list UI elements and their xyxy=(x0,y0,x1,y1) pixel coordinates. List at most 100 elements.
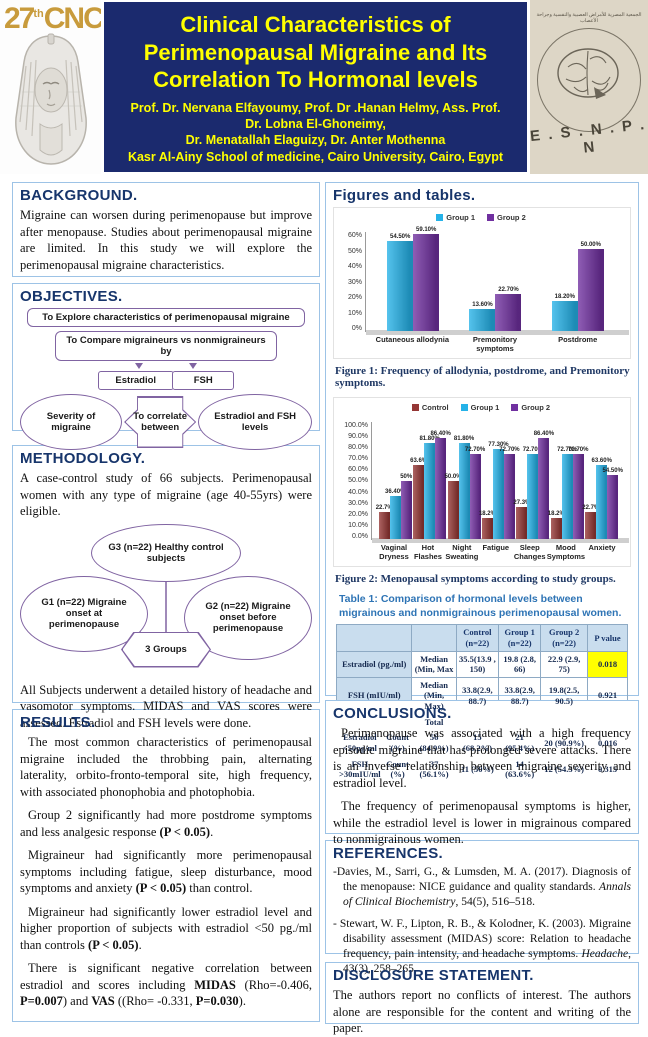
table-cell: 35.5(13.9 , 150) xyxy=(455,650,500,678)
conference-logo: 27thCNC xyxy=(0,0,101,174)
y-tick-label: 20.0% xyxy=(348,510,368,518)
bar-group-2: 72.70% xyxy=(499,447,520,539)
chart-body: 60% 50% 40% 30% 20% 10% 0% 54.50% 59.10% 13.60% 22… xyxy=(337,227,629,335)
poster-title-line1: Clinical Characteristics of xyxy=(180,12,451,38)
authors-block: Prof. Dr. Nervana Elfayoumy, Prof. Dr .H… xyxy=(112,100,519,165)
legend-swatch xyxy=(436,214,444,221)
down-arrow-icon xyxy=(189,363,197,369)
chart-legend: Control Group 1 Group 2 xyxy=(337,403,625,412)
table-cell: 22.9 (2.9, 75) xyxy=(540,650,589,678)
cnc-logo-text: 27thCNC xyxy=(4,2,101,36)
bar-value-label: 77.30% xyxy=(488,441,509,448)
table-cell: 0.018 xyxy=(587,650,629,678)
title-banner: Clinical Characteristics of Perimenopaus… xyxy=(104,2,527,172)
methodology-title: METHODOLOGY. xyxy=(20,450,146,467)
bar-group: 54.50% 59.10% xyxy=(372,227,454,331)
y-tick-label: 40% xyxy=(347,263,362,270)
bar-value-label: 81.80% xyxy=(419,436,440,443)
methodology-section: METHODOLOGY. A case-control study of 66 … xyxy=(12,445,320,730)
results-paragraph: Migraineur had significantly lower estra… xyxy=(20,904,312,952)
bar-value-label: 72.70% xyxy=(557,446,578,453)
cnc-acronym: CNC xyxy=(43,2,101,35)
legend-item: Control xyxy=(411,403,449,412)
legend-item: Group 2 xyxy=(487,213,526,222)
table-row: FSH (mIU/ml) Median (Min, Max) 33.8(2.9, 8… xyxy=(335,676,629,715)
bar-group: 18.2% 77.30% 72.70% xyxy=(479,422,520,539)
category-label: Sleep Changes xyxy=(513,543,546,561)
fsh-box: FSH xyxy=(172,371,235,390)
bar-value-label: 86.40% xyxy=(533,430,555,437)
bar-group: 18.20% 50.00% xyxy=(537,232,619,331)
references-section: REFERENCES. -Davies, M., Sarri, G., & Lu… xyxy=(325,840,639,975)
bar-value-label: 86.40% xyxy=(430,430,451,437)
legend-label: Group 1 xyxy=(446,213,475,222)
table-header-cell xyxy=(335,624,413,652)
conclusions-title: CONCLUSIONS. xyxy=(333,705,452,722)
legend-label: Group 1 xyxy=(470,403,500,412)
conclusions-p1: Perimenopause was associated with a high… xyxy=(333,726,631,790)
results-paragraph: The most common characteristics of perim… xyxy=(20,735,312,799)
bar-group-1: 72.70% xyxy=(557,447,577,539)
bar-group: 22.7% 36.40% 50% xyxy=(375,422,412,539)
authors-line3: Dr. Menatallah Elaguizy, Dr. Anter Mothe… xyxy=(185,133,446,148)
legend-label: Control xyxy=(421,403,449,412)
left-column: BACKGROUND. Migraine can worsen during p… xyxy=(12,182,320,1022)
bar-group-2: 59.10% xyxy=(413,227,440,331)
table1-caption: Table 1: Comparison of hormonal levels b… xyxy=(339,593,622,619)
bar-value-label: 63.6% xyxy=(410,457,428,464)
bar-group-1: 72.70% xyxy=(523,447,543,539)
bar-value-label: 18.20% xyxy=(554,293,575,300)
figure2-caption: Figure 2: Menopausal symptoms according … xyxy=(335,573,616,585)
objective-box-compare: To Compare migraineurs vs nonmigraineurs… xyxy=(55,331,277,361)
category-label: Night Sweating xyxy=(445,543,479,561)
bar-value-label: 72.70% xyxy=(568,446,589,453)
society-logo: الجمعية المصرية للأمراض العصبية والنفسية… xyxy=(529,0,648,174)
category-label: Fatigue xyxy=(482,543,510,552)
category-label: Hot Flashes xyxy=(413,543,442,561)
group1-ellipse: G1 (n=22) Migraine onset at perimenopaus… xyxy=(20,575,148,652)
bar-group-2: 72.70% xyxy=(568,447,588,539)
bar-group: 27.3% 72.70% 86.40% xyxy=(513,422,554,539)
bar-group: 18.2% 72.70% 72.70% xyxy=(547,422,588,539)
hormone-levels-ellipse: Estradiol and FSH levels xyxy=(198,394,312,450)
legend-swatch xyxy=(460,404,468,411)
y-tick-label: 50.0% xyxy=(348,477,368,485)
authors-line1: Prof. Dr. Nervana Elfayoumy, Prof. Dr .H… xyxy=(130,100,501,115)
bar-value-label: 22.7% xyxy=(375,505,393,512)
category-label: Vaginal Dryness xyxy=(379,543,409,561)
y-tick-label: 10% xyxy=(347,309,362,317)
chart-body: 100.0% 90.0% 80.0% 70.0% 60.0% 50.0% 40.0% 30.0… xyxy=(337,422,629,543)
poster-title-line2: Perimenopausal Migraine and Its xyxy=(143,39,488,65)
bar-control: 18.2% xyxy=(479,511,496,539)
bar-value-label: 22.70% xyxy=(498,286,519,293)
objectives-title: OBJECTIVES. xyxy=(20,288,123,305)
figures-section: Figures and tables. Group 1 Group 2 60% 50%… xyxy=(325,182,639,783)
plot-area: 22.7% 36.40% 50% 63.6% 81.80% 86.40% 50.0% 81.8… xyxy=(371,422,629,543)
table-cell: Estradiol <50pg/ml xyxy=(335,729,384,757)
category-label: Anxiety xyxy=(588,543,616,552)
objectives-section: OBJECTIVES. To Explore characteristics o… xyxy=(12,283,320,450)
bar-group-1: 13.60% xyxy=(469,302,496,331)
y-axis: 60% 50% 40% 30% 20% 10% 0% xyxy=(337,232,365,332)
background-title: BACKGROUND. xyxy=(20,187,138,204)
results-section: RESULTS. The most common characteristics… xyxy=(12,709,320,1022)
chart-floor xyxy=(372,538,629,543)
category-labels: Vaginal Dryness Hot Flashes Night Sweating… xyxy=(371,543,625,561)
disclosure-body: The authors report no conflicts of inter… xyxy=(333,988,631,1035)
tutankhamun-mask-image xyxy=(15,33,87,165)
disclosure-title: DISCLOSURE STATEMENT. xyxy=(333,967,534,984)
hormone-boxes-row: Estradiol FSH xyxy=(20,371,312,390)
bar-value-label: 50.0% xyxy=(444,473,462,480)
chart-floor xyxy=(366,330,629,335)
bar-group-2: 50% xyxy=(400,474,412,539)
bar-group: 22.7% 63.60% 54.50% xyxy=(582,422,623,539)
methodology-p2: All Subjects underwent a detailed histor… xyxy=(20,682,312,730)
chart-legend: Group 1 Group 2 xyxy=(337,213,625,222)
table-header-cell xyxy=(411,624,457,652)
correlation-row: Severity of migraine To correlate betwee… xyxy=(20,394,312,450)
bar-group-1: 77.30% xyxy=(488,442,509,539)
bar-value-label: 18.2% xyxy=(547,510,565,517)
correlate-shape: To correlate between xyxy=(124,396,197,448)
reference-item: - Stewart, W. F., Lipton, R. B., & Kolod… xyxy=(333,917,631,976)
